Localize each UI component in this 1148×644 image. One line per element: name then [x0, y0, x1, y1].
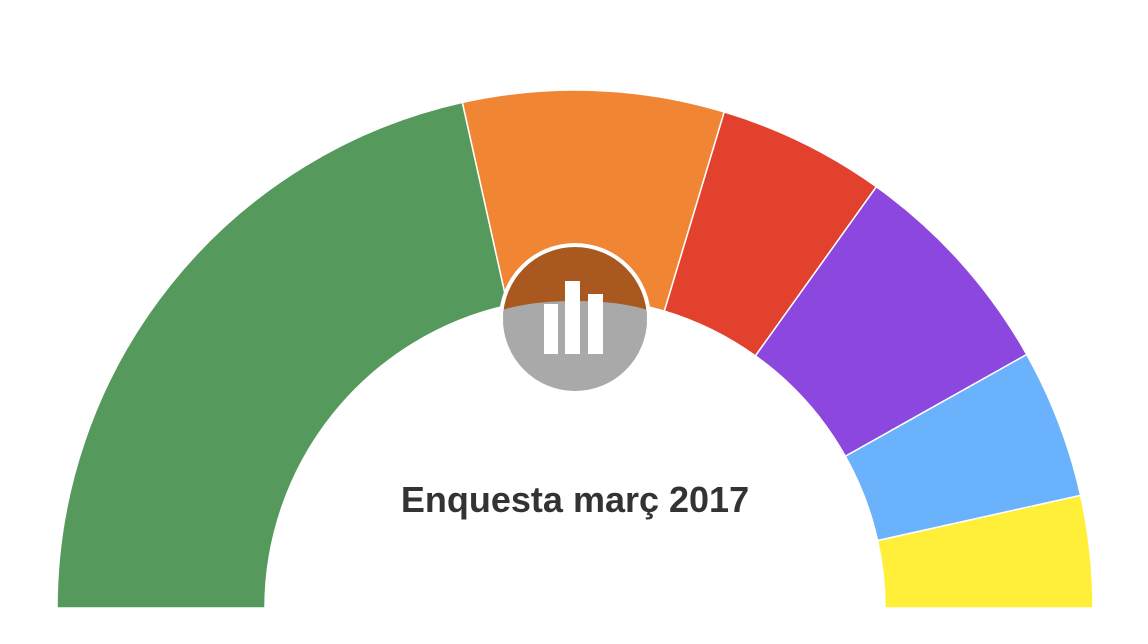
bar-chart-icon — [544, 281, 603, 354]
slice-1 — [56, 101, 509, 609]
chart-slices — [56, 89, 1094, 609]
chart-title: Enquesta març 2017 — [401, 479, 749, 520]
slice-6 — [876, 494, 1094, 609]
